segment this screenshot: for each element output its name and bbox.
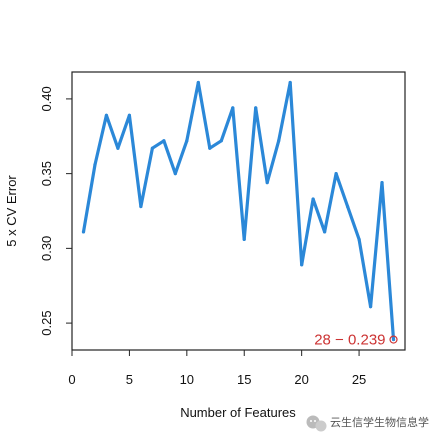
data-point xyxy=(380,181,384,185)
data-point xyxy=(196,80,200,85)
plot-frame xyxy=(71,71,406,351)
y-axis: 0.25 0.30 0.35 0.40 xyxy=(39,86,72,336)
data-point xyxy=(231,106,235,110)
data-point xyxy=(242,237,246,241)
x-tick-label: 20 xyxy=(294,372,308,387)
x-tick-label: 25 xyxy=(352,372,366,387)
data-point xyxy=(368,305,373,309)
y-tick-label: 0.25 xyxy=(39,310,54,335)
x-tick-label: 15 xyxy=(237,372,251,387)
data-points xyxy=(81,80,396,342)
data-point xyxy=(219,139,223,143)
data-point xyxy=(277,139,281,143)
data-point xyxy=(93,163,97,167)
data-point xyxy=(81,230,86,234)
data-point xyxy=(116,146,120,150)
data-point xyxy=(288,80,292,85)
x-tick-label: 0 xyxy=(68,372,75,387)
data-point xyxy=(391,337,396,342)
annotation-marker xyxy=(389,335,398,344)
wechat-icon xyxy=(306,415,327,432)
annotation-label: 28 − 0.239 xyxy=(314,332,385,349)
data-point xyxy=(208,146,212,150)
y-axis-title: 5 x CV Error xyxy=(4,175,19,247)
data-point xyxy=(150,146,154,150)
data-point xyxy=(357,237,361,241)
x-tick-label: 10 xyxy=(180,372,194,387)
data-point xyxy=(265,181,269,185)
data-point xyxy=(254,106,258,110)
data-point xyxy=(127,113,132,117)
series-line xyxy=(81,80,396,342)
x-tick-label: 5 xyxy=(126,372,133,387)
data-point xyxy=(300,263,304,267)
y-tick-label: 0.30 xyxy=(39,236,54,261)
data-point xyxy=(185,139,189,143)
data-point xyxy=(345,204,350,209)
data-point xyxy=(162,139,166,143)
watermark: 云生信学生物信息学 xyxy=(306,415,429,432)
data-point xyxy=(334,172,338,176)
data-point xyxy=(139,204,143,209)
data-point xyxy=(104,113,109,117)
x-axis-title: Number of Features xyxy=(180,405,296,420)
data-point xyxy=(311,197,315,201)
data-point xyxy=(173,172,177,176)
x-axis: 0 5 10 15 20 25 xyxy=(68,350,366,387)
watermark-text: 云生信学生物信息学 xyxy=(330,415,429,429)
data-point xyxy=(323,230,327,234)
y-tick-label: 0.35 xyxy=(39,161,54,186)
y-tick-label: 0.40 xyxy=(39,86,54,111)
